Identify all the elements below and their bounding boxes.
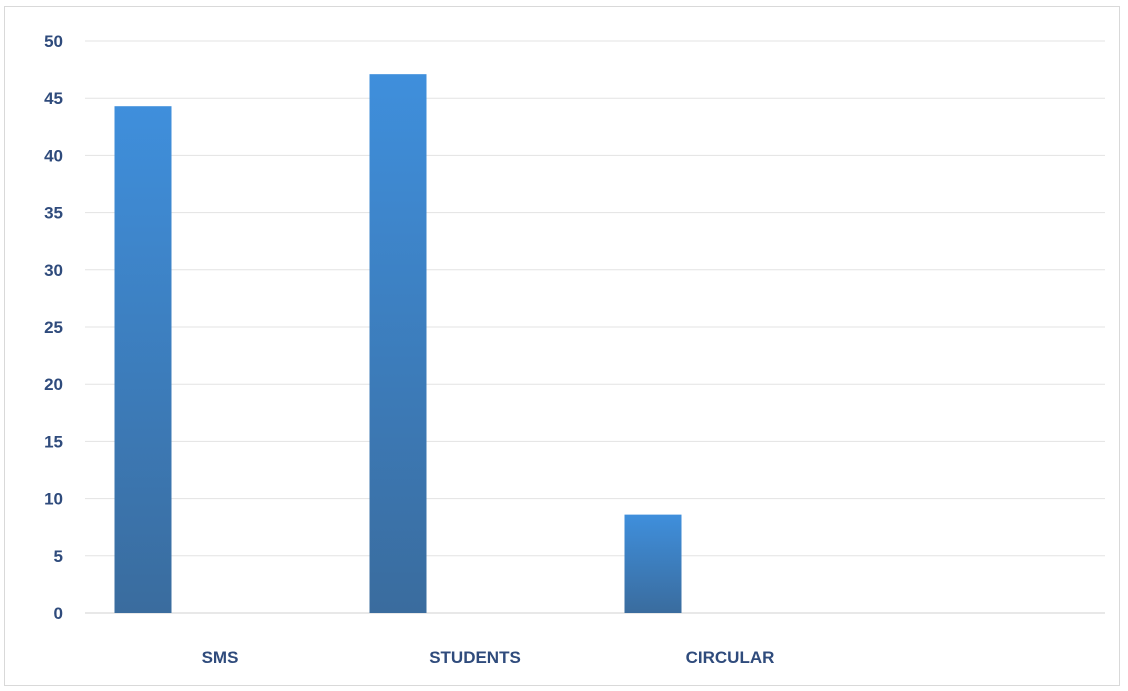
y-axis-tick-labels: 0 5 10 15 20 25 30 35 40 45 50 <box>44 32 63 623</box>
y-tick-label: 20 <box>44 375 63 394</box>
x-category-label-sms: SMS <box>202 648 239 667</box>
y-tick-label: 35 <box>44 204 63 223</box>
bar-chart: 0 5 10 15 20 25 30 35 40 45 50 SMS STUDENTS CIRCULAR <box>44 32 1105 667</box>
gridlines <box>85 40 1105 614</box>
chart-frame: 0 5 10 15 20 25 30 35 40 45 50 SMS STUDENTS CIRCULAR <box>4 6 1120 686</box>
x-category-label-students: STUDENTS <box>429 648 521 667</box>
y-tick-label: 25 <box>44 318 63 337</box>
y-tick-label: 40 <box>44 146 63 165</box>
y-tick-label: 50 <box>44 32 63 51</box>
bar-circular <box>624 514 682 613</box>
y-tick-label: 45 <box>44 89 63 108</box>
bar-students <box>369 74 427 613</box>
y-tick-label: 30 <box>44 261 63 280</box>
y-tick-label: 10 <box>44 490 63 509</box>
bars <box>114 74 682 613</box>
y-tick-label: 5 <box>54 547 63 566</box>
x-axis-category-labels: SMS STUDENTS CIRCULAR <box>202 648 775 667</box>
y-tick-label: 0 <box>54 604 63 623</box>
x-category-label-circular: CIRCULAR <box>686 648 775 667</box>
bar-sms <box>114 106 172 613</box>
y-tick-label: 15 <box>44 432 63 451</box>
